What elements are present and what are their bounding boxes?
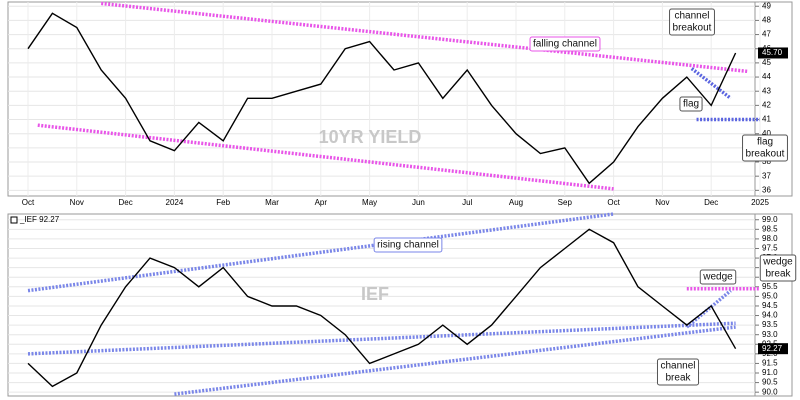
x-tick-label: Sep <box>558 198 573 207</box>
x-tick-label: Jun <box>412 198 425 207</box>
y-tick-label: 90.0 <box>762 387 778 396</box>
x-tick-label: Oct <box>22 198 35 207</box>
x-tick-label: May <box>362 198 377 207</box>
x-tick-label: Nov <box>655 198 669 207</box>
price-line <box>27 12 737 185</box>
watermark: IEF <box>361 284 389 304</box>
trendline <box>685 289 732 329</box>
y-tick-label: 44 <box>762 72 771 81</box>
y-tick-label: 37 <box>762 171 771 180</box>
annotation-text: break <box>765 269 791 280</box>
annotation-box <box>742 134 788 162</box>
x-tick-label: 2024 <box>166 198 184 207</box>
annotation-box <box>679 96 703 112</box>
annotation: rising channel <box>373 237 443 253</box>
y-tick-label: 93.5 <box>762 320 778 329</box>
annotation-text: wedge <box>762 257 793 268</box>
annotation-box <box>699 269 737 285</box>
y-tick-label: 91.5 <box>762 359 778 368</box>
annotation-text: falling channel <box>533 39 597 50</box>
annotation: wedge <box>699 269 737 285</box>
annotation-box <box>656 358 700 386</box>
x-tick-label: Dec <box>118 198 132 207</box>
y-tick-label: 45 <box>762 58 771 67</box>
legend-text: _IEF 92.27 <box>19 215 60 224</box>
y-tick-label: 95.5 <box>762 282 778 291</box>
x-tick-label: Jul <box>462 198 472 207</box>
annotation-text: break <box>665 373 691 384</box>
y-tick-label: 90.5 <box>762 378 778 387</box>
annotation-text: rising channel <box>377 240 439 251</box>
annotation-box <box>529 36 601 52</box>
y-tick-label: 97.5 <box>762 244 778 253</box>
y-tick-label: 43 <box>762 86 771 95</box>
y-tick-label: 95.0 <box>762 291 778 300</box>
annotation: flag <box>679 96 703 112</box>
annotation-text: channel <box>674 11 709 22</box>
y-tick-label: 47 <box>762 30 771 39</box>
y-tick-label: 49 <box>762 1 771 10</box>
y-tick-label: 36 <box>762 185 771 194</box>
trendline <box>174 325 736 396</box>
y-tick-label: 94.5 <box>762 301 778 310</box>
y-tick-label: 98.5 <box>762 224 778 233</box>
annotation-box <box>759 254 797 282</box>
annotation-text: flag <box>683 99 699 110</box>
last-value-box <box>758 47 788 59</box>
last-value-label: 45.70 <box>762 48 783 57</box>
y-tick-label: 38 <box>762 157 771 166</box>
last-value-box <box>758 343 788 355</box>
annotation-text: breakout <box>746 149 785 160</box>
y-tick-label: 94.0 <box>762 311 778 320</box>
y-tick-label: 98.0 <box>762 234 778 243</box>
y-tick-label: 41 <box>762 115 771 124</box>
x-tick-label: Feb <box>216 198 230 207</box>
annotation-box <box>669 8 715 36</box>
y-tick-label: 40 <box>762 129 771 138</box>
x-tick-label: Mar <box>265 198 279 207</box>
y-tick-label: 99.0 <box>762 215 778 224</box>
watermark: 10YR YIELD <box>319 127 422 147</box>
x-tick-label: Nov <box>70 198 84 207</box>
last-value-label: 92.27 <box>762 344 783 353</box>
x-tick-label: 2025 <box>751 198 769 207</box>
y-tick-label: 93.0 <box>762 330 778 339</box>
annotation-box <box>373 237 443 253</box>
annotation-text: channel <box>660 361 695 372</box>
trendline <box>690 67 732 100</box>
y-tick-label: 91.0 <box>762 368 778 377</box>
legend-swatch <box>10 216 18 224</box>
annotation: falling channel <box>529 36 601 52</box>
x-tick-label: Aug <box>509 198 523 207</box>
annotation-text: flag <box>757 137 773 148</box>
y-tick-label: 48 <box>762 16 771 25</box>
x-tick-label: Apr <box>315 198 328 207</box>
trendline <box>27 212 614 293</box>
annotation-text: wedge <box>702 272 733 283</box>
x-tick-label: Dec <box>704 198 718 207</box>
annotation-text: breakout <box>673 23 712 34</box>
x-tick-label: Oct <box>607 198 620 207</box>
y-tick-label: 42 <box>762 100 771 109</box>
trendline <box>27 321 736 356</box>
price-line <box>27 228 737 388</box>
